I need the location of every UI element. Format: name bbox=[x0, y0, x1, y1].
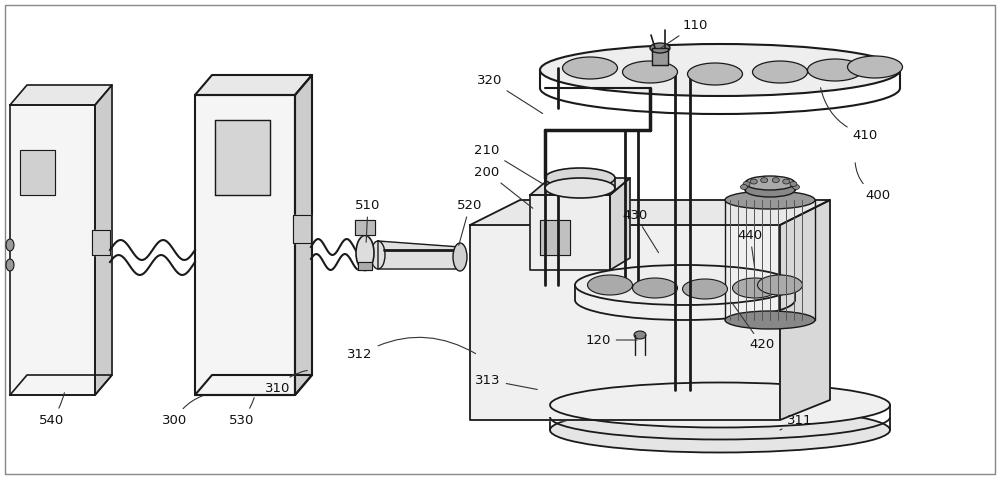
Ellipse shape bbox=[732, 278, 778, 298]
Ellipse shape bbox=[758, 275, 802, 295]
Polygon shape bbox=[358, 262, 372, 270]
Ellipse shape bbox=[6, 259, 14, 271]
Text: 420: 420 bbox=[732, 302, 775, 352]
Ellipse shape bbox=[6, 239, 14, 251]
Polygon shape bbox=[195, 75, 312, 95]
Ellipse shape bbox=[634, 331, 646, 339]
Polygon shape bbox=[20, 150, 55, 195]
Ellipse shape bbox=[550, 408, 890, 453]
Text: 540: 540 bbox=[39, 393, 65, 426]
Polygon shape bbox=[92, 230, 110, 255]
Polygon shape bbox=[293, 215, 311, 243]
Text: 311: 311 bbox=[780, 413, 813, 430]
Ellipse shape bbox=[725, 191, 815, 209]
Ellipse shape bbox=[743, 182, 750, 186]
Ellipse shape bbox=[848, 56, 902, 78]
Polygon shape bbox=[10, 375, 112, 395]
Polygon shape bbox=[530, 178, 630, 195]
Ellipse shape bbox=[682, 279, 728, 299]
Ellipse shape bbox=[633, 278, 678, 298]
Text: 510: 510 bbox=[355, 198, 381, 242]
Ellipse shape bbox=[761, 178, 768, 182]
Polygon shape bbox=[295, 75, 312, 395]
Text: 530: 530 bbox=[229, 398, 255, 426]
Ellipse shape bbox=[453, 243, 467, 271]
Text: 320: 320 bbox=[477, 73, 543, 114]
Text: 410: 410 bbox=[821, 88, 878, 141]
Text: 200: 200 bbox=[474, 166, 533, 208]
Polygon shape bbox=[780, 200, 830, 420]
Polygon shape bbox=[215, 120, 270, 195]
Ellipse shape bbox=[588, 275, 633, 295]
Text: 520: 520 bbox=[457, 198, 483, 245]
Polygon shape bbox=[378, 241, 460, 269]
Ellipse shape bbox=[356, 236, 374, 271]
Text: 110: 110 bbox=[660, 19, 708, 48]
Ellipse shape bbox=[562, 57, 618, 79]
Ellipse shape bbox=[371, 241, 385, 269]
Polygon shape bbox=[95, 85, 112, 395]
Ellipse shape bbox=[745, 183, 795, 197]
Ellipse shape bbox=[622, 61, 678, 83]
Polygon shape bbox=[195, 375, 312, 395]
Polygon shape bbox=[470, 225, 780, 420]
Text: 313: 313 bbox=[475, 374, 537, 389]
Text: 430: 430 bbox=[622, 208, 659, 252]
Polygon shape bbox=[610, 178, 630, 270]
Polygon shape bbox=[355, 220, 375, 235]
Ellipse shape bbox=[545, 168, 615, 188]
Ellipse shape bbox=[688, 63, 742, 85]
Ellipse shape bbox=[540, 44, 900, 96]
Text: 210: 210 bbox=[474, 144, 546, 185]
Ellipse shape bbox=[545, 178, 615, 198]
Ellipse shape bbox=[575, 265, 795, 305]
Ellipse shape bbox=[750, 179, 757, 184]
Ellipse shape bbox=[753, 61, 808, 83]
Ellipse shape bbox=[745, 176, 795, 190]
Text: 440: 440 bbox=[737, 228, 763, 267]
Ellipse shape bbox=[808, 59, 862, 81]
Polygon shape bbox=[10, 105, 95, 395]
Polygon shape bbox=[540, 220, 570, 255]
Ellipse shape bbox=[740, 184, 748, 190]
Polygon shape bbox=[652, 48, 668, 65]
Text: 310: 310 bbox=[265, 370, 307, 395]
Ellipse shape bbox=[792, 184, 800, 190]
Polygon shape bbox=[470, 200, 830, 225]
Text: 120: 120 bbox=[585, 333, 637, 346]
Ellipse shape bbox=[550, 383, 890, 427]
Polygon shape bbox=[530, 195, 610, 270]
Polygon shape bbox=[10, 85, 112, 105]
Ellipse shape bbox=[650, 43, 670, 53]
Ellipse shape bbox=[725, 311, 815, 329]
Text: 400: 400 bbox=[855, 163, 891, 202]
Text: 300: 300 bbox=[162, 396, 202, 426]
Text: 312: 312 bbox=[347, 337, 476, 362]
Ellipse shape bbox=[783, 179, 790, 184]
Polygon shape bbox=[195, 95, 295, 395]
Ellipse shape bbox=[772, 178, 779, 182]
Ellipse shape bbox=[790, 182, 797, 186]
